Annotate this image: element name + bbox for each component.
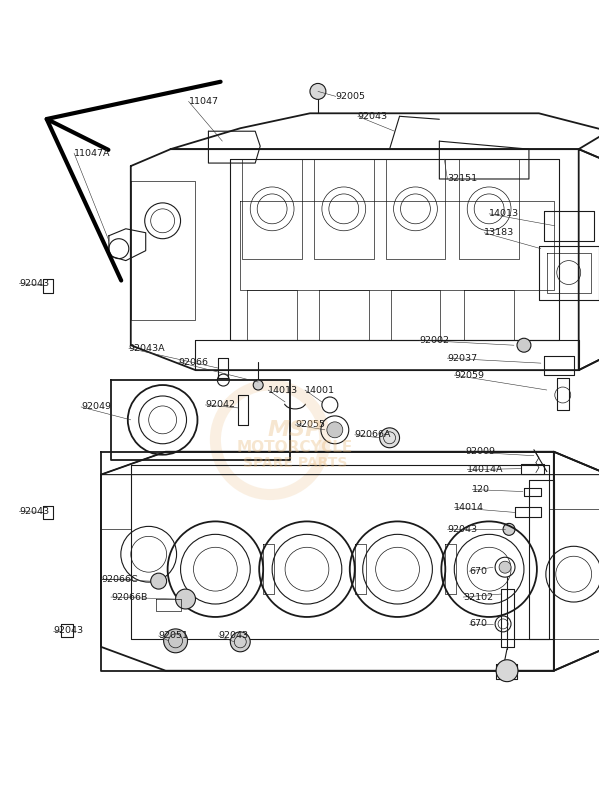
Circle shape (310, 83, 326, 100)
Text: 92066B: 92066B (111, 593, 147, 601)
Circle shape (327, 422, 343, 438)
Text: 92043: 92043 (53, 626, 83, 635)
Text: 92043: 92043 (19, 279, 49, 288)
Text: 92049: 92049 (81, 403, 111, 411)
Text: 14014A: 14014A (467, 466, 504, 474)
Circle shape (499, 561, 511, 573)
Text: 92037: 92037 (448, 354, 478, 363)
Text: 11047: 11047 (188, 97, 218, 106)
Circle shape (164, 629, 188, 653)
Text: 13183: 13183 (484, 228, 514, 237)
Text: MOTORCYCLE: MOTORCYCLE (237, 440, 353, 455)
Text: 92051: 92051 (158, 631, 188, 641)
Text: 670: 670 (469, 567, 487, 575)
Circle shape (503, 524, 515, 535)
Text: 92066A: 92066A (355, 430, 391, 440)
Text: 92043: 92043 (358, 111, 388, 121)
Text: 92043: 92043 (19, 507, 49, 516)
Text: 14013: 14013 (489, 210, 519, 218)
Text: 92043A: 92043A (129, 344, 166, 352)
Text: 92042: 92042 (205, 400, 235, 410)
Text: 14001: 14001 (305, 385, 335, 395)
Text: 92009: 92009 (465, 447, 495, 456)
Text: 14014: 14014 (454, 503, 484, 512)
Text: 670: 670 (469, 619, 487, 629)
Circle shape (380, 428, 400, 447)
Text: 92043: 92043 (218, 631, 248, 641)
Text: 92005: 92005 (336, 92, 366, 101)
Text: 92059: 92059 (454, 371, 484, 380)
Text: 120: 120 (472, 485, 490, 494)
Text: 14013: 14013 (268, 385, 298, 395)
Text: 32102: 32102 (463, 593, 493, 601)
Text: 92002: 92002 (419, 336, 449, 345)
Text: 32151: 32151 (448, 174, 478, 184)
Text: MSP: MSP (268, 420, 322, 440)
Text: 92055: 92055 (295, 420, 325, 429)
Text: SPARE PARTS: SPARE PARTS (243, 455, 347, 469)
Circle shape (230, 632, 250, 652)
Text: 92066: 92066 (179, 358, 209, 367)
Text: 92043: 92043 (448, 525, 478, 534)
Text: 11047A: 11047A (74, 148, 110, 158)
Circle shape (151, 573, 167, 589)
Circle shape (517, 338, 531, 352)
Circle shape (253, 380, 263, 390)
Text: 92066C: 92066C (101, 575, 137, 583)
Circle shape (176, 589, 196, 609)
Circle shape (496, 659, 518, 681)
